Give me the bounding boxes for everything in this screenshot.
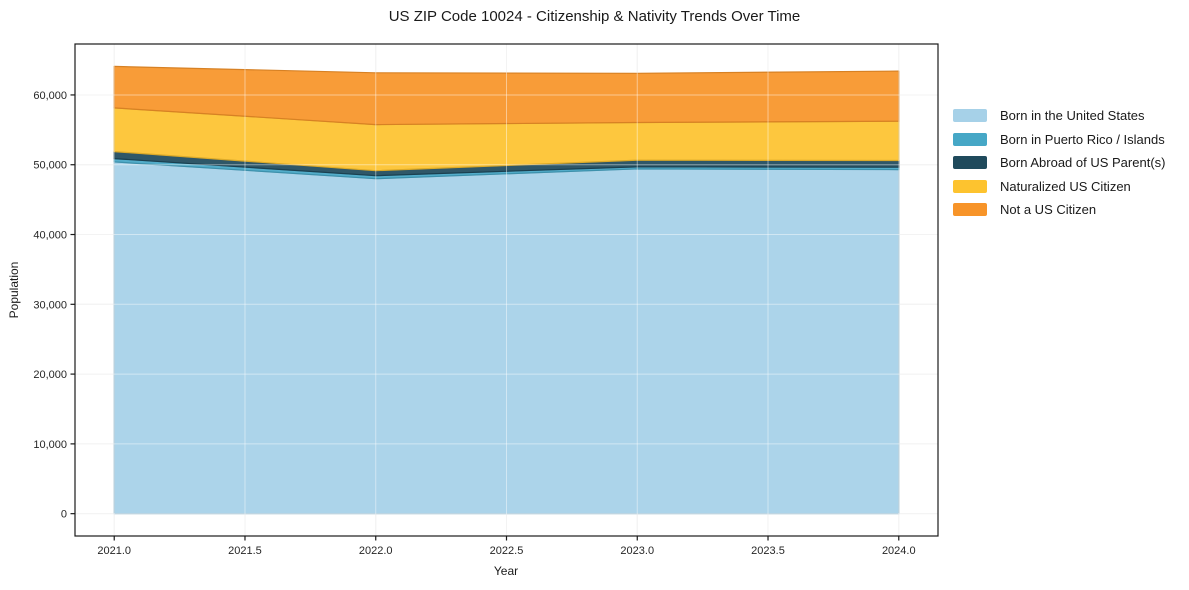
legend-swatch [953,156,987,170]
area-series-group [113,65,900,515]
legend: Born in the United States Born in Puerto … [953,104,1165,222]
y-tick-label: 10,000 [33,439,67,451]
legend-item-1: Born in Puerto Rico / Islands [953,128,1165,152]
legend-label: Born in Puerto Rico / Islands [1000,131,1165,147]
legend-label: Not a US Citizen [1000,202,1097,218]
chart-title: US ZIP Code 10024 - Citizenship & Nativi… [388,8,801,25]
x-tick-label: 2022.5 [490,545,524,557]
x-tick-label: 2021.0 [97,545,131,557]
legend-item-4: Not a US Citizen [953,198,1165,222]
x-tick-label: 2023.5 [751,545,785,557]
y-tick-label: 50,000 [33,160,67,172]
axis-ticks: 2021.0 2021.5 2022.0 2022.5 2023.0 2023.5 2024… [33,90,915,557]
legend-label: Naturalized US Citizen [1000,178,1131,194]
x-tick-label: 2024.0 [882,545,916,557]
gridlines-over [75,44,938,536]
y-tick-label: 0 [61,509,67,521]
x-tick-label: 2022.0 [359,545,393,557]
y-tick-label: 40,000 [33,230,67,242]
y-tick-label: 60,000 [33,90,67,102]
legend-label: Born Abroad of US Parent(s) [1000,155,1166,171]
legend-item-0: Born in the United States [953,104,1165,128]
legend-swatch [953,109,987,123]
legend-label: Born in the United States [1000,108,1145,124]
x-tick-label: 2021.5 [228,545,262,557]
legend-swatch [953,203,987,217]
legend-swatch [953,132,987,146]
legend-swatch [953,179,987,193]
legend-item-3: Naturalized US Citizen [953,175,1165,199]
y-tick-label: 20,000 [33,369,67,381]
legend-item-2: Born Abroad of US Parent(s) [953,151,1165,175]
area-series-4 [113,65,900,126]
y-tick-label: 30,000 [33,299,67,311]
x-axis-label: Year [493,564,519,578]
x-tick-label: 2023.0 [620,545,654,557]
y-axis-label: Population [7,261,21,319]
